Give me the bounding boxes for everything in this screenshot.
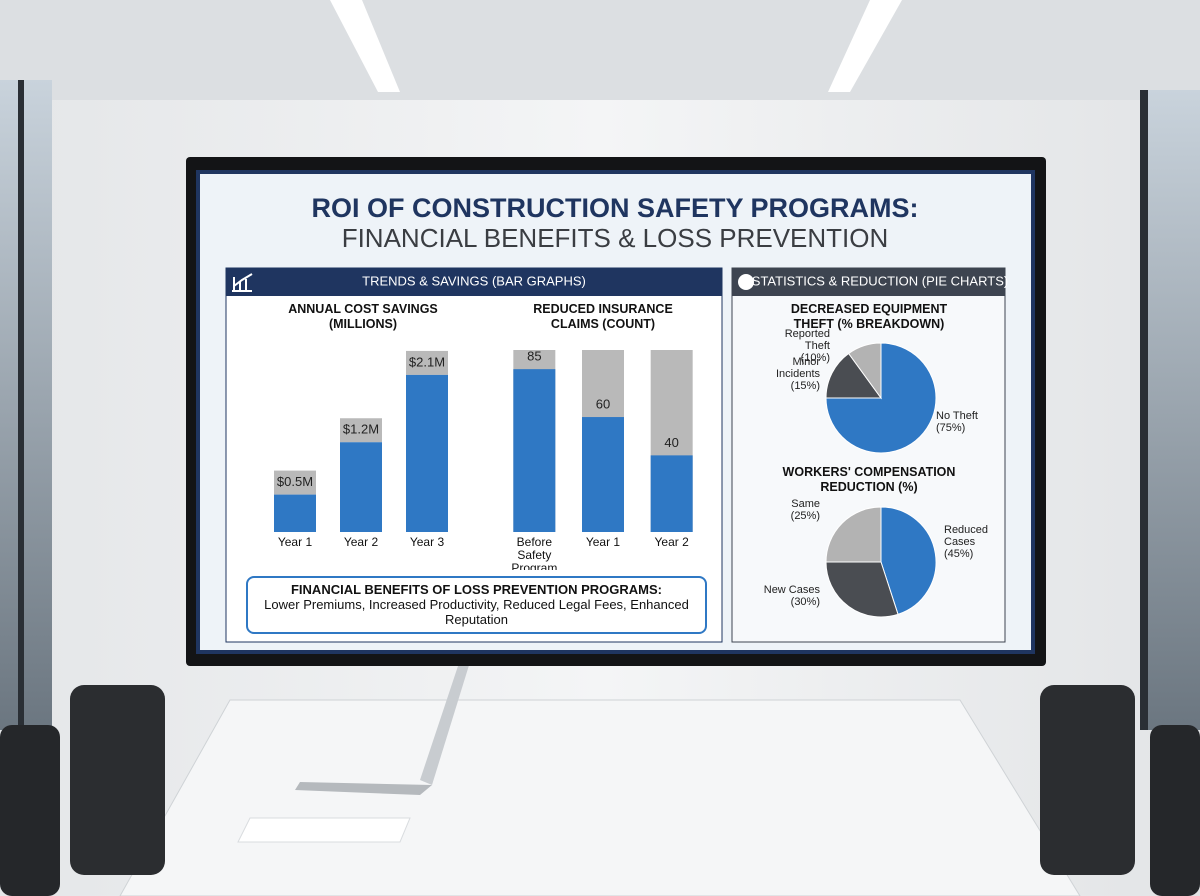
x-tick-label-box: Year 1 — [585, 536, 621, 549]
pie-label: (25%) — [790, 510, 820, 522]
bar — [406, 374, 448, 532]
pie-label: Reduced Cases — [944, 524, 989, 548]
chart-icon — [232, 273, 253, 292]
pie-label-box: Reduced Cases(45%) — [944, 524, 989, 560]
ceiling-light — [330, 0, 400, 92]
pie-slice — [847, 342, 882, 400]
window-frame — [18, 80, 24, 730]
pie-label: (75%) — [936, 422, 966, 434]
footer-title: FINANCIAL BENEFITS OF LOSS PREVENTION PR… — [290, 582, 662, 597]
bar — [274, 494, 316, 532]
chart-title: ANNUAL COST SAVINGS (MILLIONS) — [288, 302, 438, 331]
value-label: $1.2M — [343, 422, 379, 437]
footer-box: FINANCIAL BENEFITS OF LOSS PREVENTION PR… — [246, 576, 707, 634]
footer-text: Lower Premiums, Increased Productivity, … — [264, 597, 689, 627]
section-header — [226, 268, 722, 296]
x-tick-label: Before Safety Program — [511, 536, 558, 570]
section-panel — [225, 267, 723, 643]
pie-label: Same — [791, 498, 820, 510]
section-header — [732, 268, 1005, 296]
window-frame — [1140, 90, 1148, 730]
x-tick-label-box: Year 3 — [409, 536, 445, 549]
ceiling — [0, 0, 1200, 100]
pie-label: (10%) — [800, 352, 830, 364]
pie-label-box: No Theft(75%) — [936, 410, 978, 434]
x-tick-label: Year 2 — [654, 536, 689, 549]
bar — [513, 369, 556, 532]
pie-label: Reported Theft — [784, 328, 830, 352]
footer: FINANCIAL BENEFITS OF LOSS PREVENTION PR… — [246, 576, 707, 634]
paper — [237, 817, 411, 843]
x-tick-label: Year 1 — [277, 536, 313, 549]
subtitle: FINANCIAL BENEFITS & LOSS PREVENTION — [342, 223, 889, 253]
value-label-bg — [340, 418, 382, 443]
bar — [582, 417, 624, 532]
pie-label: New Cases — [763, 584, 820, 596]
chart-title-box: REDUCED INSURANCE CLAIMS (COUNT) — [533, 302, 673, 331]
pie-label-box: Minor Incidents(15%) — [775, 356, 820, 392]
chart-title: DECREASED EQUIPMENT THEFT (% BREAKDOWN) — [790, 302, 948, 331]
pie-label-box: Same(25%) — [790, 498, 820, 522]
value-label: 85 — [527, 349, 541, 364]
title: ROI OF CONSTRUCTION SAFETY PROGRAMS: — [311, 193, 918, 223]
value-label-bg — [274, 470, 316, 495]
pie-label: (45%) — [944, 548, 974, 560]
x-tick-label-box: Year 2 — [343, 536, 379, 549]
chart-title-box: WORKERS' COMPENSATION REDUCTION (%) — [782, 465, 956, 494]
pie-label: (30%) — [790, 596, 820, 608]
laptop-screen — [420, 660, 470, 785]
pie-label-box: New Cases(30%) — [763, 584, 820, 608]
x-tick-label: Year 3 — [409, 536, 445, 549]
section-title: TRENDS & SAVINGS (BAR GRAPHS) — [362, 273, 586, 288]
section-title: STATISTICS & REDUCTION (PIE CHARTS) — [752, 273, 1008, 288]
x-tick-label-box: Year 1 — [277, 536, 313, 549]
pie-slice — [825, 506, 882, 563]
value-label: $2.1M — [409, 354, 445, 369]
x-tick-label: Year 2 — [343, 536, 379, 549]
pie-label-box: Reported Theft(10%) — [784, 328, 830, 364]
x-tick-label: Year 1 — [585, 536, 621, 549]
value-label: $0.5M — [277, 474, 313, 489]
table — [119, 699, 1081, 896]
chart-title-box: DECREASED EQUIPMENT THEFT (% BREAKDOWN) — [790, 302, 948, 331]
laptop-base — [295, 782, 432, 795]
window — [1140, 90, 1200, 730]
pie-label: (15%) — [790, 380, 820, 392]
pie-label: Minor Incidents — [775, 356, 820, 380]
chart-title-box: ANNUAL COST SAVINGS (MILLIONS) — [288, 302, 438, 331]
window — [0, 80, 52, 730]
chair — [1150, 725, 1200, 896]
bar — [650, 455, 693, 532]
pie-slice — [825, 352, 882, 399]
pie-label: No Theft — [936, 410, 978, 422]
chair — [70, 685, 165, 875]
value-label: 40 — [664, 435, 678, 450]
value-label-bg — [406, 350, 448, 375]
value-label: 60 — [596, 396, 610, 411]
pie-slice — [825, 561, 899, 618]
chair — [1040, 685, 1135, 875]
chart-title: WORKERS' COMPENSATION REDUCTION (%) — [782, 465, 956, 494]
chart-title: REDUCED INSURANCE CLAIMS (COUNT) — [533, 302, 673, 331]
x-tick-label-box: Year 2 — [654, 536, 689, 549]
ceiling-light — [828, 0, 902, 92]
pie-slice — [880, 506, 937, 615]
x-tick-label-box: Before Safety Program — [511, 536, 558, 570]
bar — [340, 442, 382, 532]
chair — [0, 725, 60, 896]
pie-icon — [738, 274, 754, 290]
